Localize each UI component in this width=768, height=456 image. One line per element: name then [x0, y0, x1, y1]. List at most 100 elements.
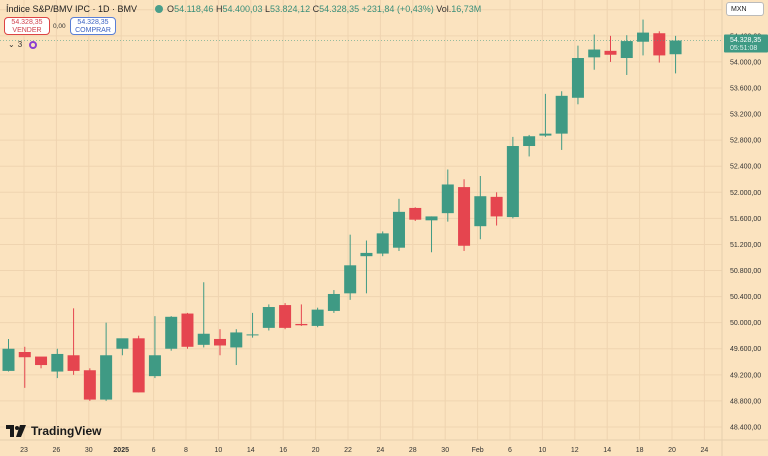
- y-tick-label: 53.600,00: [730, 86, 761, 93]
- candle-up: [637, 32, 650, 42]
- y-tick-label: 52.400,00: [730, 164, 761, 171]
- candle-up: [425, 216, 438, 221]
- market-status-icon: [155, 5, 164, 13]
- candle-up: [165, 316, 178, 349]
- y-tick-label: 49.600,00: [730, 346, 761, 353]
- candle-up: [327, 293, 340, 311]
- candle-down: [83, 370, 96, 400]
- candle-up: [100, 355, 113, 400]
- x-tick-label: 26: [53, 447, 61, 454]
- candle-up: [360, 252, 373, 257]
- indicator-ring-icon: [29, 40, 38, 49]
- x-tick-label: 2025: [113, 447, 129, 454]
- x-tick-label: 30: [441, 447, 449, 454]
- x-tick-label: Feb: [472, 447, 484, 454]
- x-tick-label: 6: [508, 447, 512, 454]
- sell-label: VENDER: [12, 27, 42, 34]
- x-tick-label: 12: [571, 447, 579, 454]
- x-tick-label: 6: [152, 447, 156, 454]
- candle-up: [116, 338, 129, 349]
- candle-up: [571, 58, 584, 98]
- symbol-title[interactable]: Índice S&P/BMV IPC · 1D · BMV: [6, 4, 138, 14]
- candle-up: [344, 265, 357, 294]
- x-tick-label: 23: [20, 447, 28, 454]
- candle-down: [67, 355, 80, 371]
- candle-up: [555, 95, 568, 134]
- change-value: +231,84 (+0,43%): [361, 4, 434, 14]
- x-tick-label: 10: [539, 447, 547, 454]
- candle-down: [490, 196, 503, 217]
- x-tick-label: 22: [344, 447, 352, 454]
- spread-value: 0,00: [53, 23, 66, 30]
- candle-up: [669, 40, 682, 55]
- candle-down: [604, 50, 617, 55]
- candle-up: [2, 348, 15, 371]
- candle-up: [392, 211, 405, 248]
- candle-up: [588, 49, 601, 58]
- y-tick-label: 50.800,00: [730, 268, 761, 275]
- x-tick-label: 30: [85, 447, 93, 454]
- y-tick-label: 52.000,00: [730, 190, 761, 197]
- candle-down: [18, 352, 31, 358]
- candle-down: [35, 356, 48, 366]
- x-tick-label: 24: [377, 447, 385, 454]
- candle-down: [409, 207, 422, 220]
- candle-down: [279, 305, 292, 328]
- y-tick-label: 54.000,00: [730, 59, 761, 66]
- high-value: 54.400,03: [222, 4, 263, 14]
- candle-up: [197, 333, 210, 345]
- y-tick-label: 48.400,00: [730, 424, 761, 431]
- sell-price: 54.328,35: [11, 19, 43, 26]
- candle-up: [376, 233, 389, 254]
- y-tick-label: 53.200,00: [730, 112, 761, 119]
- candle-down: [653, 33, 666, 56]
- candle-up: [539, 133, 552, 136]
- last-price-label-bg: [724, 34, 768, 53]
- x-tick-label: 24: [701, 447, 709, 454]
- y-tick-label: 50.000,00: [730, 320, 761, 327]
- y-tick-label: 52.800,00: [730, 138, 761, 145]
- candle-down: [132, 338, 145, 393]
- ohlc-readout: O54.118,46 H54.400,03 L53.824,12 C54.328…: [167, 4, 482, 14]
- candle-down: [214, 338, 227, 346]
- y-tick-label: 48.800,00: [730, 398, 761, 405]
- tradingview-icon: [6, 425, 26, 437]
- countdown-label: 05:51:08: [730, 45, 757, 52]
- indicators-toggle[interactable]: ⌄ 3: [8, 40, 38, 49]
- x-tick-label: 14: [247, 447, 255, 454]
- candle-up: [311, 309, 324, 326]
- last-price-label: 54.328,35: [730, 37, 761, 44]
- candle-up: [506, 146, 519, 218]
- x-tick-label: 20: [668, 447, 676, 454]
- candle-down: [295, 323, 308, 326]
- candle-up: [148, 355, 161, 377]
- sell-button[interactable]: 54.328,35 VENDER: [4, 17, 50, 35]
- y-tick-label: 51.600,00: [730, 216, 761, 223]
- volume-value: 16,73M: [451, 4, 482, 14]
- chevron-down-icon: ⌄: [8, 40, 15, 49]
- tradingview-logo[interactable]: TradingView: [6, 424, 101, 438]
- buy-label: COMPRAR: [75, 27, 111, 34]
- close-value: 54.328,35: [319, 4, 360, 14]
- symbol-header: Índice S&P/BMV IPC · 1D · BMV O54.118,46…: [6, 4, 481, 14]
- candle-up: [246, 334, 259, 336]
- candle-up: [441, 184, 454, 214]
- candle-up: [523, 136, 536, 147]
- x-tick-label: 28: [409, 447, 417, 454]
- candle-up: [620, 41, 633, 59]
- y-tick-label: 51.200,00: [730, 242, 761, 249]
- buy-button[interactable]: 54.328,35 COMPRAR: [70, 17, 116, 35]
- candle-up: [474, 196, 487, 227]
- candle-up: [262, 307, 275, 328]
- candle-down: [181, 313, 194, 347]
- y-tick-label: 50.400,00: [730, 294, 761, 301]
- x-tick-label: 16: [279, 447, 287, 454]
- candle-up: [230, 332, 243, 348]
- open-value: 54.118,46: [174, 4, 214, 14]
- buy-price: 54.328,35: [77, 19, 109, 26]
- x-tick-label: 8: [184, 447, 188, 454]
- low-value: 53.824,12: [270, 4, 311, 14]
- currency-selector[interactable]: MXN: [726, 2, 764, 16]
- x-tick-label: 18: [636, 447, 644, 454]
